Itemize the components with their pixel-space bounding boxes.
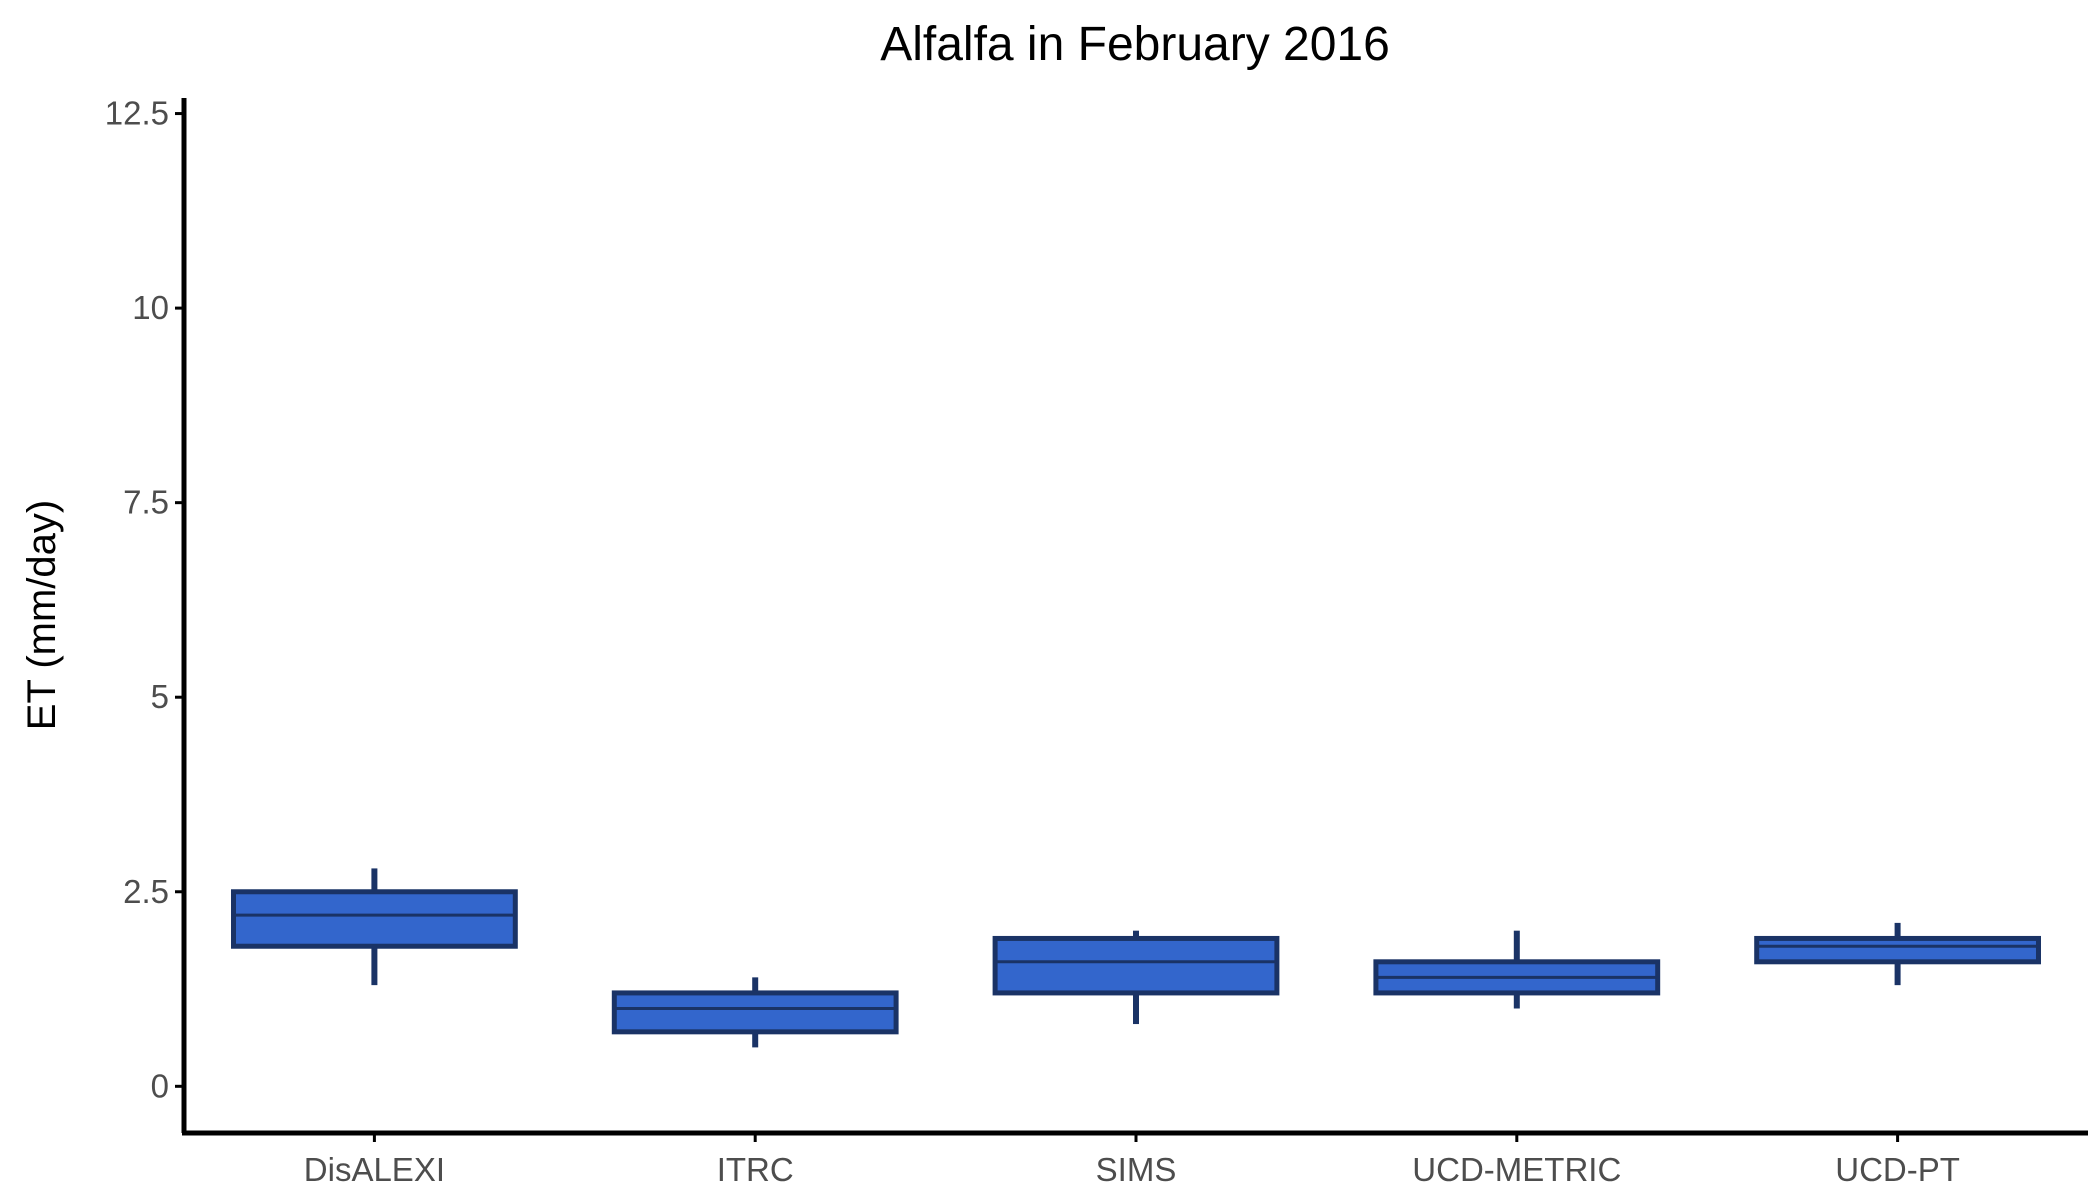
y-tick-label: 10 — [132, 289, 169, 326]
box-disalexi — [231, 868, 518, 986]
box-ucd-metric — [1373, 930, 1661, 1009]
box-iqr — [231, 889, 518, 949]
box-itrc — [611, 977, 899, 1048]
x-axis: DisALEXI ITRC SIMS UCD-METRIC UCD-PT — [304, 1133, 1960, 1188]
y-axis-label: ET (mm/day) — [20, 500, 64, 730]
x-tick-label: DisALEXI — [304, 1151, 445, 1188]
box-iqr — [611, 990, 899, 1035]
x-tick-label: UCD-PT — [1835, 1151, 1960, 1188]
x-tick-label: SIMS — [1096, 1151, 1177, 1188]
y-tick-label: 5 — [151, 678, 169, 715]
box-iqr — [992, 935, 1280, 996]
box-ucd-pt — [1754, 922, 2041, 986]
y-tick-label: 2.5 — [123, 873, 169, 910]
box-series — [231, 868, 2041, 1048]
box-iqr — [1754, 935, 2041, 965]
y-tick-label: 0 — [151, 1067, 169, 1104]
y-tick-label: 12.5 — [105, 95, 169, 132]
y-axis: 0 2.5 5 7.5 10 12.5 — [105, 95, 184, 1104]
x-tick-label: ITRC — [717, 1151, 794, 1188]
x-tick-label: UCD-METRIC — [1412, 1151, 1621, 1188]
y-tick-label: 7.5 — [123, 484, 169, 521]
chart-title: Alfalfa in February 2016 — [880, 18, 1390, 71]
box-sims — [992, 930, 1280, 1025]
